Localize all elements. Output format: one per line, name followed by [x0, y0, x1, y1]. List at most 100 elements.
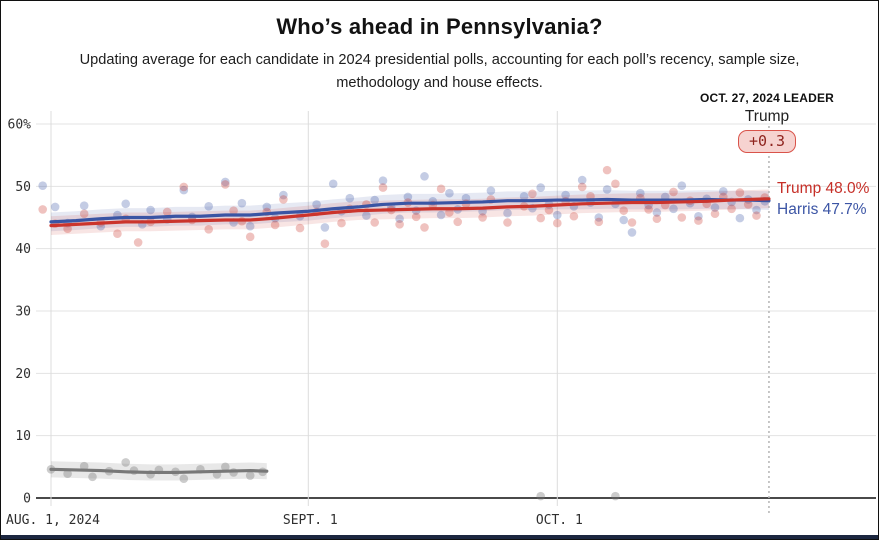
harris-poll-dot [362, 211, 371, 220]
trump-poll-dot [478, 213, 487, 222]
harris-poll-dot [503, 208, 512, 218]
harris-poll-dot [694, 211, 703, 221]
other-trend-line [49, 467, 269, 475]
bottom-accent-bar [1, 535, 878, 539]
trump-poll-dot [436, 184, 446, 194]
harris-trend-line [49, 197, 771, 224]
harris-poll-dot [735, 213, 745, 223]
harris-poll-dot [752, 205, 761, 215]
other-poll-dot [245, 471, 255, 480]
harris-end-label: Harris 47.7% [777, 201, 867, 218]
trump-trend-line [49, 197, 771, 228]
y-tick-label: 0 [23, 492, 31, 507]
trump-poll-dot [245, 232, 255, 242]
trump-poll-dot [453, 217, 463, 227]
x-tick-label: AUG. 1, 2024 [6, 513, 100, 528]
leader-annotation: OCT. 27, 2024 LEADER Trump +0.3 [657, 91, 877, 153]
harris-poll-dot [245, 221, 255, 231]
trump-poll-dot [229, 206, 238, 215]
other-poll-dot [79, 461, 89, 471]
trump-poll-dot [677, 213, 687, 222]
trump-poll-dot [38, 205, 47, 214]
trump-poll-dot [710, 209, 720, 219]
y-tick-label: 50 [15, 180, 31, 195]
harris-poll-dot [121, 199, 130, 209]
y-tick-label: 60% [8, 118, 32, 133]
harris-poll-dot [561, 190, 570, 200]
harris-poll-dot [445, 188, 454, 198]
leader-name: Trump [744, 108, 790, 125]
harris-poll-dot [436, 210, 446, 220]
trump-poll-dot [594, 217, 604, 227]
x-tick-label: SEPT. 1 [283, 513, 338, 528]
trump-poll-dot [528, 189, 537, 199]
harris-poll-dot [420, 172, 429, 181]
other-poll-dot [611, 491, 620, 501]
other-poll-dot [179, 474, 189, 483]
harris-poll-dot [636, 188, 645, 198]
x-tick-label: OCT. 1 [536, 513, 583, 528]
harris-poll-dot [328, 179, 338, 189]
trump-poll-dot [627, 218, 637, 227]
harris-poll-dot [594, 213, 604, 222]
harris-poll-dot [204, 201, 213, 211]
harris-poll-dot [38, 181, 47, 191]
harris-poll-dot [395, 214, 404, 224]
harris-poll-dot [652, 208, 662, 217]
trump-poll-dot [569, 211, 579, 221]
trump-poll-dot [743, 200, 753, 209]
harris-poll-dot [370, 195, 380, 205]
harris-poll-dot [669, 204, 678, 214]
harris-poll-dot [536, 183, 545, 192]
trump-poll-dot [113, 229, 122, 239]
trump-poll-dot [370, 218, 380, 227]
trump-poll-dot [395, 220, 404, 229]
trump-poll-dot [295, 223, 305, 233]
harris-poll-dot [619, 215, 628, 225]
trump-poll-dot [611, 179, 620, 189]
chart-header: Who’s ahead in Pennsylvania? Updating av… [1, 1, 878, 94]
trump-poll-dot [337, 218, 346, 228]
trump-poll-dot [619, 206, 628, 215]
trump-poll-dot [536, 213, 545, 223]
trump-poll-dot [652, 214, 662, 224]
trump-poll-dot [411, 212, 421, 222]
trump-poll-dot [179, 182, 189, 192]
trump-poll-dot [162, 207, 172, 217]
trump-poll-dot [669, 187, 678, 197]
harris-poll-dot [719, 187, 728, 196]
harris-poll-dot [50, 202, 60, 212]
harris-poll-dot [279, 190, 288, 200]
harris-poll-dot [486, 186, 496, 195]
trump-poll-dot [553, 218, 562, 228]
trump-poll-dot [133, 238, 143, 247]
harris-poll-dot [553, 210, 562, 220]
trump-poll-dot [221, 180, 230, 189]
harris-poll-dot [312, 200, 321, 209]
other-poll-dot [88, 472, 97, 482]
trump-poll-dot [63, 224, 72, 234]
trump-poll-dot [735, 188, 745, 197]
trump-poll-dot [320, 239, 330, 248]
page-title: Who’s ahead in Pennsylvania? [276, 14, 603, 39]
leader-heading: OCT. 27, 2024 LEADER [699, 91, 835, 105]
harris-poll-dot [403, 192, 413, 202]
harris-poll-dot [627, 228, 637, 237]
trump-poll-dot [270, 220, 280, 230]
harris-poll-dot [577, 175, 587, 185]
other-poll-dot [63, 469, 72, 478]
harris-poll-dot [677, 181, 687, 191]
trump-poll-dot [602, 165, 612, 175]
harris-poll-dot [461, 193, 471, 203]
harris-poll-dot [179, 185, 189, 195]
harris-poll-dot [519, 192, 529, 201]
y-tick-label: 20 [15, 367, 31, 382]
harris-poll-dot [221, 177, 230, 187]
trump-poll-dot [644, 205, 653, 214]
other-poll-dot [221, 462, 230, 472]
trump-end-label: Trump 48.0% [777, 180, 870, 197]
other-poll-dot [121, 458, 130, 467]
harris-poll-dot [262, 202, 272, 212]
